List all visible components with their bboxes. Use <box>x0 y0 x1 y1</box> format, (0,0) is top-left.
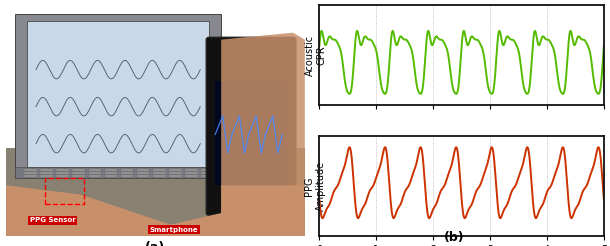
Bar <box>185 169 198 171</box>
Bar <box>137 172 149 174</box>
Polygon shape <box>15 14 221 178</box>
Bar <box>185 172 198 174</box>
Bar <box>201 169 214 171</box>
FancyBboxPatch shape <box>206 37 296 215</box>
Bar <box>215 81 287 185</box>
Bar <box>153 172 166 174</box>
Bar <box>169 169 182 171</box>
Bar <box>73 169 85 171</box>
Bar <box>121 169 134 171</box>
Bar <box>121 172 134 174</box>
Bar <box>88 175 101 177</box>
Bar <box>137 175 149 177</box>
Bar <box>24 175 37 177</box>
Bar <box>201 175 214 177</box>
Bar <box>73 172 85 174</box>
Y-axis label: Acoustic
CPR: Acoustic CPR <box>304 35 326 76</box>
Text: PPG Sensor: PPG Sensor <box>30 217 76 223</box>
Bar <box>88 172 101 174</box>
Bar <box>169 172 182 174</box>
Text: (b): (b) <box>444 231 465 244</box>
Bar <box>105 172 117 174</box>
Bar <box>105 175 117 177</box>
Bar <box>6 148 305 236</box>
Bar <box>153 175 166 177</box>
Bar <box>40 172 52 174</box>
Bar <box>121 175 134 177</box>
Bar <box>40 169 52 171</box>
Bar <box>185 175 198 177</box>
Text: Smartphone: Smartphone <box>149 227 198 232</box>
Bar <box>73 175 85 177</box>
Y-axis label: PPG
Amplitude: PPG Amplitude <box>304 161 326 211</box>
Polygon shape <box>221 33 305 213</box>
Polygon shape <box>27 21 209 167</box>
Polygon shape <box>15 167 221 178</box>
Bar <box>45 178 84 204</box>
Polygon shape <box>6 185 305 236</box>
Text: (a): (a) <box>145 241 165 246</box>
Bar <box>105 169 117 171</box>
Bar <box>40 175 52 177</box>
Bar <box>24 172 37 174</box>
Bar <box>153 169 166 171</box>
Bar <box>201 172 214 174</box>
Bar <box>56 172 69 174</box>
Bar <box>56 169 69 171</box>
Bar <box>137 169 149 171</box>
Bar <box>56 175 69 177</box>
Bar <box>169 175 182 177</box>
Bar <box>88 169 101 171</box>
Bar <box>24 169 37 171</box>
